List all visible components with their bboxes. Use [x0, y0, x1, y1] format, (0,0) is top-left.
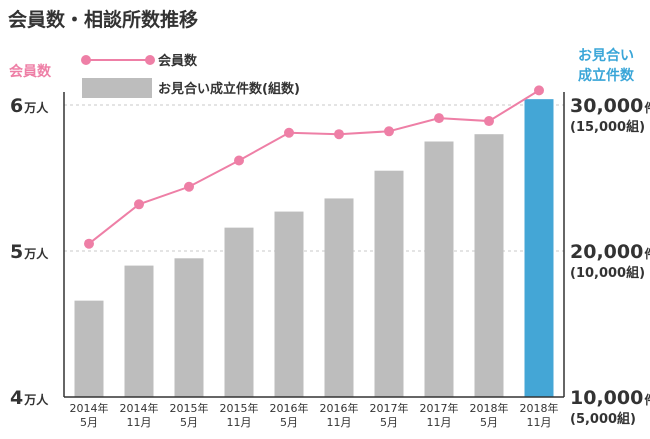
- bar: [424, 141, 454, 397]
- x-tick-label-month: 5月: [480, 416, 498, 429]
- bar: [374, 170, 404, 397]
- left-tick-label: 6万人: [10, 95, 49, 117]
- x-tick-label-year: 2017年: [420, 401, 459, 415]
- right-axis-label-line1: お見合い: [578, 47, 634, 64]
- x-tick-label-year: 2016年: [320, 401, 359, 415]
- right-tick-label: 20,000件: [570, 241, 650, 263]
- x-tick-label-month: 11月: [227, 416, 252, 429]
- x-tick-label-year: 2015年: [170, 401, 209, 415]
- members-line: [88, 89, 540, 245]
- legend-label-members: 会員数: [158, 53, 198, 69]
- line-series: [84, 85, 544, 249]
- x-tick-label-year: 2016年: [270, 401, 309, 415]
- legend-marker-right: [145, 55, 155, 65]
- left-axis-ticks: 6万人 5万人 4万人: [10, 95, 49, 409]
- right-axis-ticks: 30,000件 (15,000組) 20,000件 (10,000組) 10,000件 (…: [570, 95, 650, 427]
- right-axis-label-line2: 成立件数: [578, 67, 635, 84]
- right-tick-label: 30,000件: [570, 95, 650, 117]
- line-point: [434, 113, 444, 124]
- left-tick-label: 5万人: [10, 241, 49, 263]
- line-point: [334, 129, 344, 140]
- x-tick-label-year: 2018年: [470, 401, 509, 415]
- line-point: [534, 85, 544, 96]
- x-tick-label-year: 2014年: [120, 401, 159, 415]
- bar: [324, 198, 354, 397]
- x-tick-label-month: 5月: [380, 416, 398, 429]
- chart-title: 会員数・相談所数推移: [8, 8, 198, 31]
- x-tick-label-month: 5月: [80, 416, 98, 429]
- right-tick-sublabel: (5,000組): [570, 411, 636, 427]
- bar: [524, 99, 554, 397]
- bar: [224, 227, 254, 397]
- x-tick-label-month: 11月: [427, 416, 452, 429]
- legend-bar-swatch: [82, 78, 152, 98]
- bar: [74, 300, 104, 397]
- bar: [124, 265, 154, 397]
- x-tick-label-year: 2014年: [70, 401, 109, 415]
- bar: [174, 258, 204, 397]
- x-tick-label-month: 11月: [527, 416, 552, 429]
- bar: [474, 134, 504, 397]
- line-point: [134, 199, 144, 210]
- x-axis-labels: 2014年5月2014年11月2015年5月2015年11月2016年5月201…: [70, 401, 559, 429]
- bar: [274, 211, 304, 397]
- x-tick-label-month: 5月: [280, 416, 298, 429]
- line-point: [84, 238, 94, 249]
- axes: [63, 92, 565, 398]
- x-tick-label-year: 2018年: [520, 401, 559, 415]
- left-axis-label: 会員数: [9, 63, 52, 80]
- right-tick-sublabel: (10,000組): [570, 265, 645, 281]
- line-point: [234, 155, 244, 166]
- legend: 会員数 お見合い成立件数(組数): [81, 53, 300, 98]
- line-point: [384, 126, 394, 137]
- bar-series: [74, 99, 554, 397]
- line-point: [184, 181, 194, 192]
- x-tick-label-year: 2017年: [370, 401, 409, 415]
- x-tick-label-year: 2015年: [220, 401, 259, 415]
- legend-label-matches: お見合い成立件数(組数): [158, 81, 300, 97]
- left-tick-label: 4万人: [10, 387, 49, 409]
- line-point: [284, 127, 294, 138]
- x-tick-label-month: 11月: [327, 416, 352, 429]
- line-point: [484, 116, 494, 127]
- legend-marker-left: [81, 55, 91, 65]
- x-tick-label-month: 11月: [127, 416, 152, 429]
- x-tick-label-month: 5月: [180, 416, 198, 429]
- right-tick-label: 10,000件: [570, 387, 650, 409]
- right-tick-sublabel: (15,000組): [570, 119, 645, 135]
